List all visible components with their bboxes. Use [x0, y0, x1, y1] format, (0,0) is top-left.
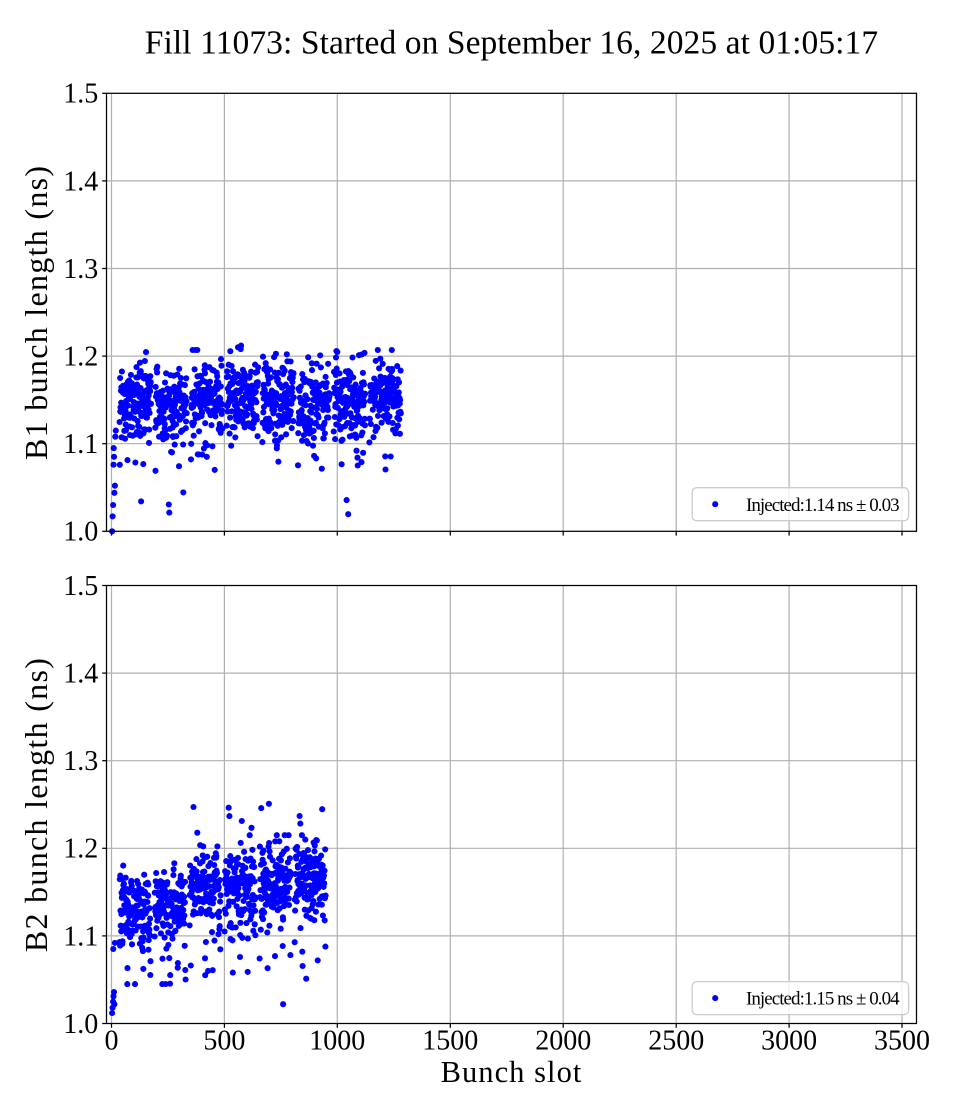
svg-text:1.2: 1.2: [63, 834, 98, 865]
svg-text:Bunch slot: Bunch slot: [441, 1055, 583, 1089]
svg-text:1.1: 1.1: [63, 921, 98, 952]
svg-text:Fill 11073: Started on Septemb: Fill 11073: Started on September 16, 202…: [145, 24, 878, 61]
svg-text:1.5: 1.5: [63, 571, 98, 602]
svg-text:1.4: 1.4: [63, 166, 98, 197]
svg-text:1.0: 1.0: [63, 517, 98, 548]
svg-text:1.1: 1.1: [63, 429, 98, 460]
svg-text:3000: 3000: [761, 1026, 817, 1057]
svg-text:3500: 3500: [874, 1026, 930, 1057]
svg-text:0: 0: [105, 1026, 119, 1057]
svg-text:Injected:1.14 ns ± 0.03: Injected:1.14 ns ± 0.03: [746, 495, 899, 516]
svg-text:1.0: 1.0: [63, 1009, 98, 1040]
svg-text:1500: 1500: [422, 1026, 478, 1057]
svg-text:B2 bunch length (ns): B2 bunch length (ns): [18, 657, 54, 952]
svg-text:1.4: 1.4: [63, 659, 98, 690]
svg-text:1.5: 1.5: [63, 79, 98, 110]
svg-text:2500: 2500: [648, 1026, 704, 1057]
svg-text:2000: 2000: [535, 1026, 591, 1057]
svg-text:1000: 1000: [309, 1026, 365, 1057]
svg-text:Injected:1.15 ns ± 0.04: Injected:1.15 ns ± 0.04: [746, 989, 900, 1010]
svg-text:500: 500: [203, 1026, 245, 1057]
svg-text:1.2: 1.2: [63, 342, 98, 373]
svg-text:1.3: 1.3: [63, 254, 98, 285]
svg-text:B1 bunch length (ns): B1 bunch length (ns): [18, 165, 54, 460]
svg-text:1.3: 1.3: [63, 746, 98, 777]
